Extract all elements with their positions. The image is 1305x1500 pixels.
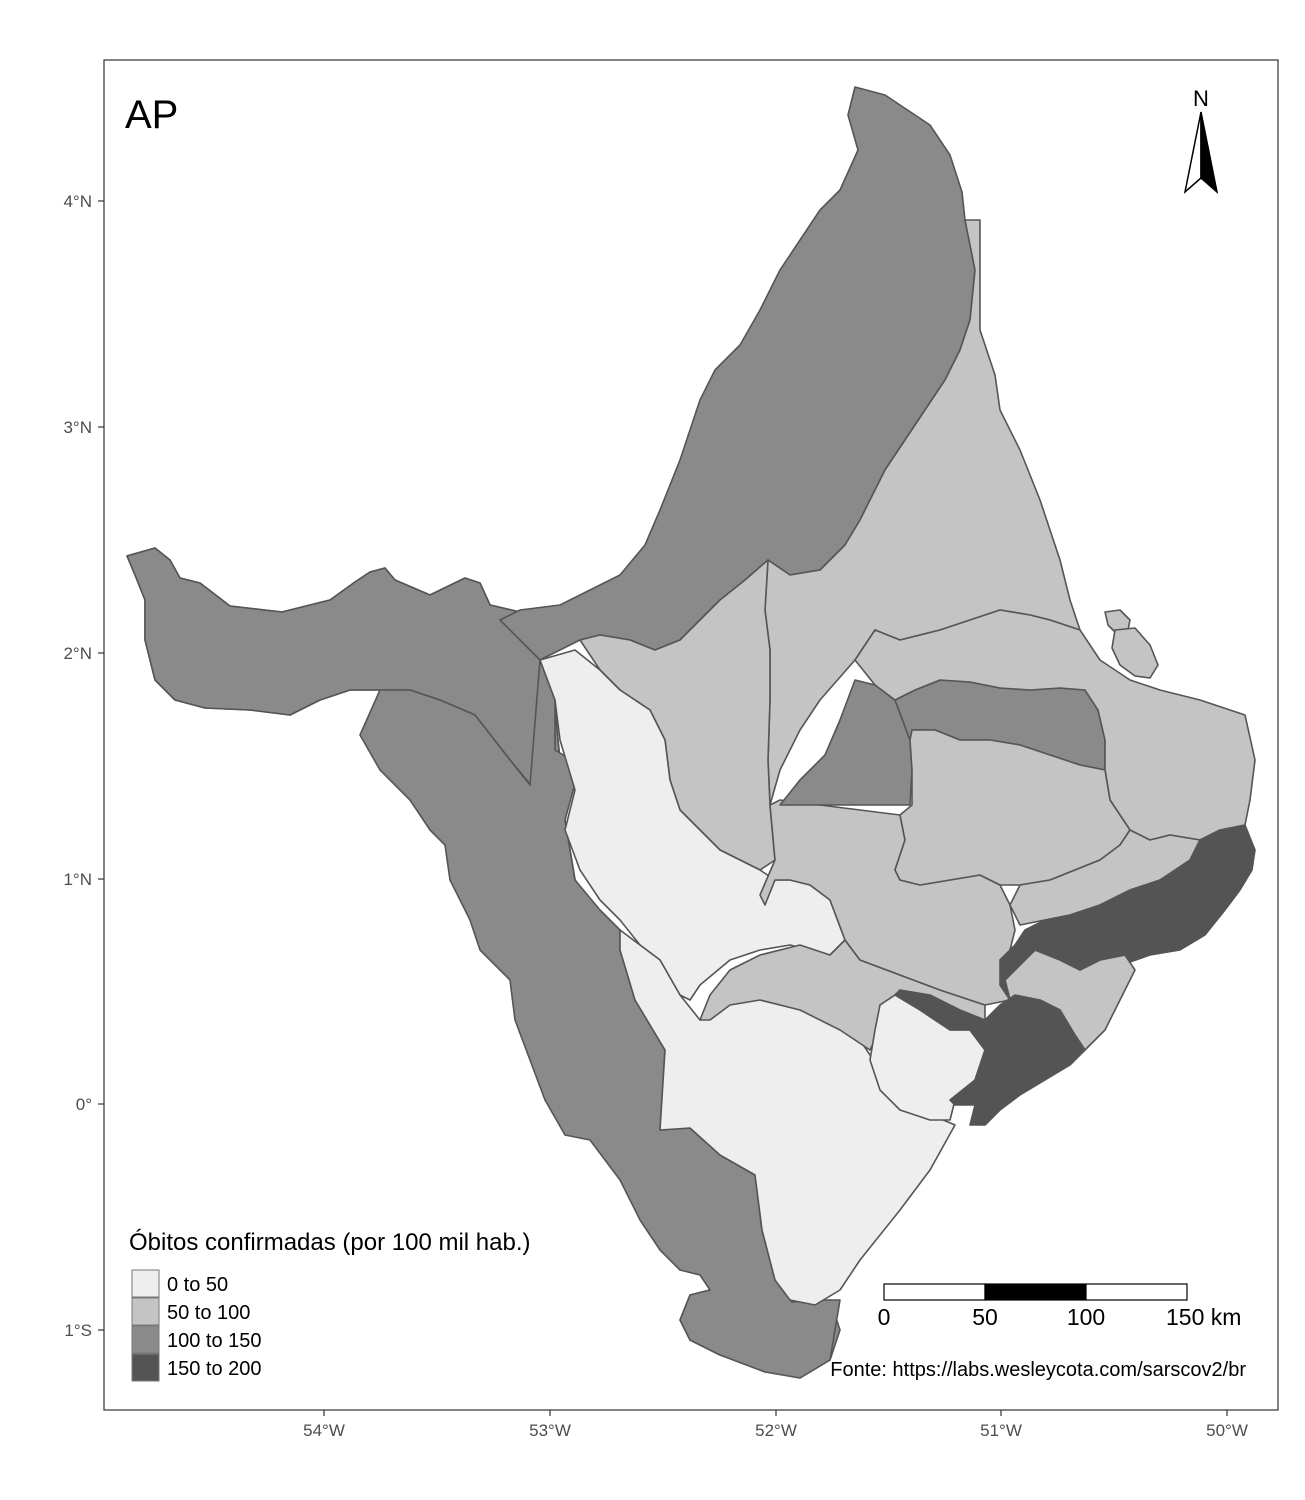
scale-bar-label: 150 km <box>1166 1304 1241 1330</box>
y-tick-label: 0° <box>76 1095 92 1114</box>
source-caption: Fonte: https://labs.wesleycota.com/sarsc… <box>830 1359 1246 1381</box>
legend: Óbitos confirmadas (por 100 mil hab.) 0 … <box>129 1229 531 1382</box>
scale-bar-label: 50 <box>972 1304 998 1330</box>
x-tick-label: 52°W <box>755 1421 797 1440</box>
x-tick-label: 53°W <box>529 1421 571 1440</box>
scale-bar-segment <box>984 1283 1087 1301</box>
x-tick-label: 54°W <box>303 1421 345 1440</box>
scale-bar-segment <box>883 1283 986 1301</box>
scale-bar-label: 0 <box>878 1304 891 1330</box>
legend-swatch <box>131 1353 160 1382</box>
legend-label: 50 to 100 <box>167 1302 250 1324</box>
legend-label: 150 to 200 <box>167 1358 262 1380</box>
scale-bar: 0 50 100 150 km <box>878 1283 1241 1330</box>
y-tick-label: 3°N <box>63 418 92 437</box>
legend-swatch <box>131 1269 160 1298</box>
municipality-east-dark[interactable] <box>999 824 1256 1001</box>
legend-label: 0 to 50 <box>167 1274 228 1296</box>
y-tick-label: 1°S <box>64 1321 92 1340</box>
municipality-east-coastal[interactable] <box>764 219 1081 806</box>
y-tick-label: 4°N <box>63 192 92 211</box>
y-axis: 4°N 3°N 2°N 1°N 0° 1°S <box>63 192 104 1340</box>
municipality-south-dark[interactable] <box>894 989 1086 1126</box>
y-tick-label: 2°N <box>63 644 92 663</box>
north-arrow-label: N <box>1193 86 1209 111</box>
y-tick-label: 1°N <box>63 870 92 889</box>
map-title: AP <box>125 93 178 137</box>
municipality-island-south[interactable] <box>1111 627 1159 679</box>
legend-title: Óbitos confirmadas (por 100 mil hab.) <box>129 1229 531 1256</box>
legend-swatch <box>131 1325 160 1354</box>
x-tick-label: 51°W <box>980 1421 1022 1440</box>
legend-swatch <box>131 1297 160 1326</box>
north-arrow-icon: N <box>1183 86 1219 195</box>
x-axis: 54°W 53°W 52°W 51°W 50°W <box>303 1410 1248 1440</box>
scale-bar-label: 100 <box>1067 1304 1105 1330</box>
legend-label: 100 to 150 <box>167 1330 262 1352</box>
municipalities <box>126 86 1256 1379</box>
x-tick-label: 50°W <box>1206 1421 1248 1440</box>
scale-bar-segment <box>1085 1283 1188 1301</box>
